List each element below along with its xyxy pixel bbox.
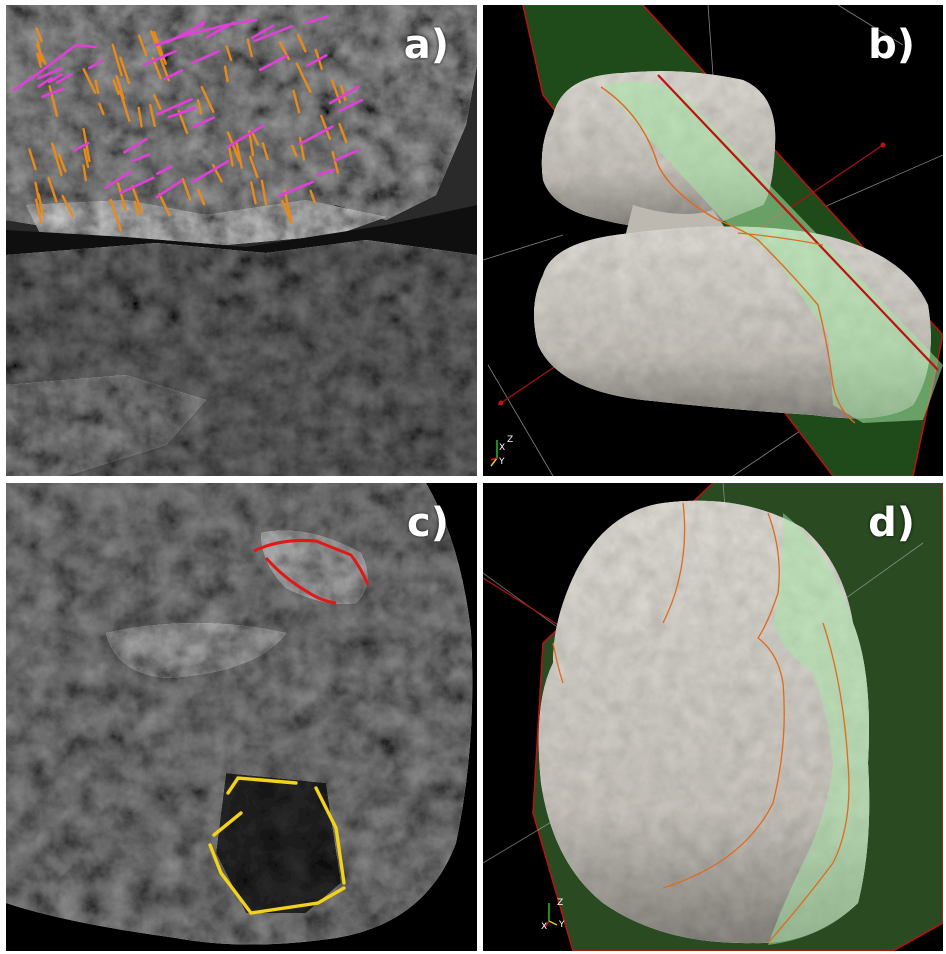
shadowed-depression: [216, 773, 341, 913]
axis-label-x: X: [499, 443, 506, 453]
panel-c-photo: c): [6, 483, 477, 951]
panel-d-image: [483, 483, 943, 951]
red-outline: [253, 538, 370, 586]
panel-b-label: b): [868, 22, 915, 68]
fracture-lines-magenta: [12, 15, 364, 199]
panel-d-model: d) Z X Y: [483, 483, 943, 951]
panel-c-image: [6, 483, 477, 951]
section-band: [603, 81, 943, 424]
upper-lobe-surface: [6, 5, 477, 230]
orientation-axes-d: Z X Y: [539, 897, 573, 933]
panel-b-model: b) Z X Y: [483, 5, 943, 476]
panel-b-image: [483, 5, 943, 476]
yellow-outline: [208, 776, 346, 915]
panel-a-image: [6, 5, 477, 476]
fracture-lines-orange: [28, 27, 348, 232]
section-band-d: [768, 513, 870, 945]
axis-label-y-d: Y: [559, 920, 565, 930]
panel-d-label: d): [868, 500, 915, 546]
orientation-axes-b: Z X Y: [487, 434, 521, 470]
panel-a-label: a): [403, 22, 449, 68]
axis-label-y: Y: [499, 457, 505, 467]
axis-label-z-d: Z: [557, 898, 564, 908]
section-contour: [600, 86, 856, 424]
panel-a-photo: a): [6, 5, 477, 476]
section-contours-d: [552, 502, 850, 944]
axis-label-x-d: X: [541, 922, 548, 932]
axis-label-z: Z: [507, 435, 514, 445]
panel-c-label: c): [407, 500, 449, 546]
